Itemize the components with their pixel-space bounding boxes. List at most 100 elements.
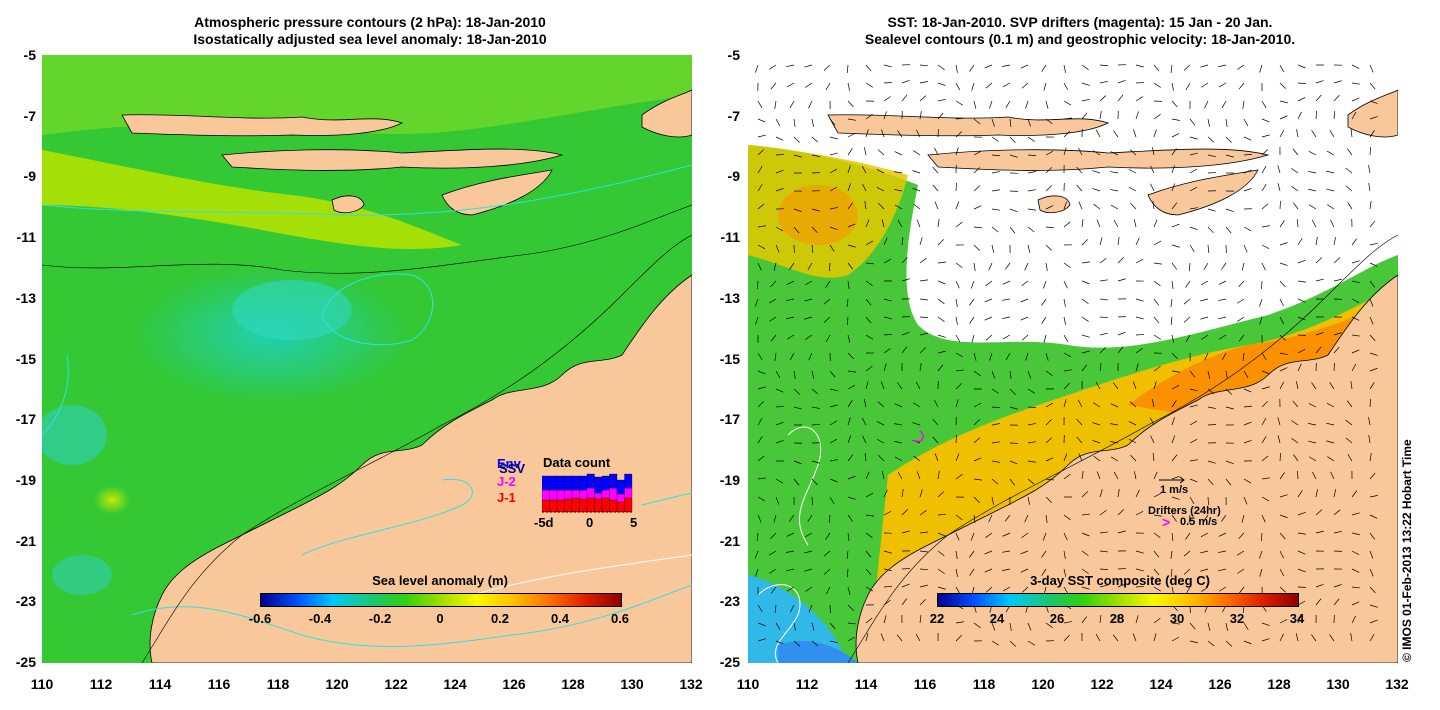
- velocity-arrow: [1189, 388, 1198, 392]
- velocity-arrow: [1117, 489, 1120, 498]
- low-anomaly-center: [232, 280, 352, 340]
- velocity-arrow: [1347, 454, 1353, 462]
- data-count-bar-segment: [549, 475, 558, 491]
- velocity-arrow: [1185, 586, 1191, 595]
- velocity-arrow: [937, 350, 946, 354]
- velocity-arrow: [1241, 514, 1245, 523]
- velocity-arrow: [1369, 242, 1378, 246]
- velocity-arrow: [1297, 568, 1306, 573]
- velocity-arrow: [969, 298, 975, 306]
- velocity-arrow: [1315, 237, 1318, 246]
- indonesian-islands-north: [121, 114, 404, 137]
- velocity-arrow: [1063, 64, 1066, 73]
- velocity-arrow: [1189, 622, 1196, 630]
- velocity-arrow: [1112, 382, 1119, 390]
- velocity-arrow: [1027, 441, 1036, 444]
- velocity-arrow: [955, 399, 959, 408]
- velocity-arrow: [1261, 417, 1267, 426]
- velocity-arrow: [1153, 129, 1157, 138]
- velocity-arrow: [1027, 496, 1030, 505]
- velocity-arrow: [793, 460, 802, 465]
- data-count-bar-segment: [549, 499, 558, 513]
- velocity-arrow: [1150, 165, 1155, 174]
- velocity-arrow: [1369, 634, 1375, 642]
- velocity-arrow: [955, 635, 962, 642]
- velocity-arrow: [829, 136, 838, 140]
- velocity-arrow: [973, 496, 980, 503]
- velocity-arrow: [1369, 586, 1376, 594]
- velocity-arrow: [973, 100, 977, 109]
- velocity-arrow: [1045, 419, 1052, 426]
- velocity-arrow: [985, 586, 993, 593]
- velocity-arrow: [1189, 478, 1198, 483]
- velocity-arrow: [1002, 280, 1011, 285]
- velocity-arrow: [1242, 100, 1245, 109]
- velocity-arrow: [757, 184, 763, 192]
- velocity-arrow: [1293, 454, 1299, 462]
- lon-tick-left-11: 132: [679, 676, 703, 692]
- velocity-arrow: [1153, 617, 1161, 624]
- velocity-arrow: [1112, 634, 1119, 642]
- velocity-arrow: [1333, 509, 1341, 516]
- velocity-arrow: [955, 453, 960, 462]
- velocity-arrow: [1009, 226, 1016, 234]
- velocity-arrow: [1308, 170, 1317, 174]
- velocity-arrow: [971, 334, 975, 343]
- velocity-arrow: [937, 568, 945, 574]
- velocity-arrow: [793, 640, 801, 647]
- velocity-arrow: [1135, 237, 1140, 246]
- velocity-arrow: [894, 403, 903, 408]
- velocity-arrow: [1045, 437, 1053, 444]
- velocity-arrow: [1171, 133, 1180, 138]
- velocity-arrow: [1326, 170, 1335, 174]
- velocity-arrow: [881, 219, 885, 228]
- velocity-arrow: [984, 568, 993, 573]
- velocity-arrow: [1243, 421, 1252, 426]
- velocity-arrow: [1279, 367, 1288, 372]
- lat-tick-left-2: -9: [23, 168, 36, 185]
- velocity-arrow: [955, 514, 963, 521]
- velocity-arrow: [1189, 136, 1198, 140]
- velocity-arrow: [823, 568, 831, 575]
- left-cb-tick-2: -0.2: [368, 611, 392, 626]
- velocity-arrow: [901, 331, 910, 336]
- velocity-arrow: [883, 82, 893, 84]
- velocity-arrow: [1081, 280, 1090, 285]
- velocity-arrow: [937, 364, 944, 372]
- data-count-bar-segment: [579, 475, 588, 491]
- velocity-arrow: [1351, 349, 1360, 354]
- velocity-arrow: [1189, 207, 1198, 210]
- velocity-arrow: [823, 298, 831, 305]
- velocity-arrow: [862, 435, 867, 444]
- velocity-arrow: [883, 316, 892, 320]
- velocity-arrow: [1368, 165, 1371, 174]
- velocity-arrow: [1171, 118, 1180, 121]
- velocity-arrow: [1261, 203, 1269, 210]
- velocity-arrow: [934, 399, 939, 408]
- velocity-arrow: [1207, 208, 1216, 212]
- left-colorbar-title: Sea level anomaly (m): [372, 573, 508, 588]
- velocity-arrow: [1045, 514, 1048, 523]
- velocity-arrow: [1009, 478, 1016, 486]
- velocity-arrow: [757, 100, 763, 109]
- velocity-arrow: [757, 514, 762, 523]
- velocity-arrow: [775, 388, 784, 393]
- velocity-arrow: [1153, 262, 1162, 265]
- velocity-arrow: [808, 100, 813, 109]
- velocity-arrow: [1153, 64, 1160, 72]
- velocity-arrow: [1027, 226, 1035, 233]
- velocity-arrow: [1081, 586, 1090, 590]
- velocity-arrow: [955, 334, 961, 343]
- velocity-arrow: [1189, 118, 1196, 126]
- velocity-arrow: [984, 298, 993, 303]
- velocity-arrow: [919, 316, 928, 319]
- velocity-arrow: [1002, 64, 1011, 67]
- velocity-arrow: [1189, 496, 1195, 505]
- velocity-arrow: [1243, 388, 1252, 393]
- velocity-arrow: [1081, 261, 1090, 264]
- velocity-arrow: [757, 455, 765, 462]
- velocity-arrow: [1225, 478, 1232, 486]
- velocity-arrow: [811, 622, 815, 631]
- lon-tick-right-4: 118: [972, 676, 996, 692]
- left-cb-tick-1: -0.4: [308, 611, 332, 626]
